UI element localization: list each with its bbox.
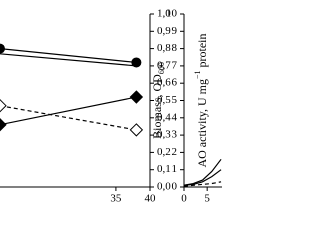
y-tick-label: 2 <box>172 146 178 158</box>
y-axis-title: AO activity, U mg−1 protein <box>193 33 208 167</box>
y-tick-label: 10 <box>166 8 178 20</box>
line <box>183 169 222 186</box>
y-tick-label: 0,2 <box>157 146 171 158</box>
y-tick-label: 0,4 <box>157 111 171 123</box>
line <box>183 181 222 187</box>
y-tick-label: 0,1 <box>157 163 171 175</box>
line <box>0 53 137 67</box>
x-tick-label: 5 <box>204 193 210 205</box>
marker <box>129 123 144 137</box>
marker <box>129 90 144 104</box>
y-axis-title-part: Biomass, OD <box>150 74 164 139</box>
y-tick-label: 0,9 <box>157 25 171 37</box>
y-tick-label: 0,7 <box>157 59 171 71</box>
y-tick-label: 3 <box>172 129 178 141</box>
y-tick-label: 0,5 <box>157 94 171 106</box>
y-tick-label: 8 <box>172 42 178 54</box>
y-axis-title-part: AO activity, U mg <box>195 79 209 168</box>
figure: 0,00,10,20,30,40,50,60,70,80,91,035 40AO … <box>0 8 222 205</box>
marker <box>0 98 7 113</box>
x-tick-label: 0 <box>181 193 187 205</box>
y-axis-title: Biomass, OD600 <box>150 62 167 139</box>
line <box>0 96 137 126</box>
x-tick-label: 35 <box>110 193 122 205</box>
line <box>0 48 137 64</box>
y-tick-label: 0 <box>172 181 178 193</box>
y-axis-title-part: 600 <box>157 62 166 74</box>
y-axis-title-part: −1 <box>193 70 202 79</box>
marker <box>0 118 7 132</box>
y-tick-label: 0,3 <box>157 129 171 141</box>
marker <box>131 57 142 68</box>
line <box>0 105 137 131</box>
y-tick-label: 0,6 <box>157 77 171 89</box>
y-tick-label: 4 <box>172 111 178 123</box>
y-tick-label: 1 <box>172 163 178 175</box>
y-tick-label: 0,8 <box>157 42 171 54</box>
y-tick-label: 7 <box>172 59 178 71</box>
marker <box>0 43 5 54</box>
y-axis-title-part: protein <box>195 33 209 70</box>
y-tick-label: 1,0 <box>157 8 171 20</box>
x-tick-label: 40 <box>145 193 157 205</box>
y-tick-label: 5 <box>172 94 178 106</box>
y-tick-label: 9 <box>172 25 178 37</box>
y-tick-label: 0,0 <box>157 181 171 193</box>
y-tick-label: 6 <box>172 77 178 89</box>
